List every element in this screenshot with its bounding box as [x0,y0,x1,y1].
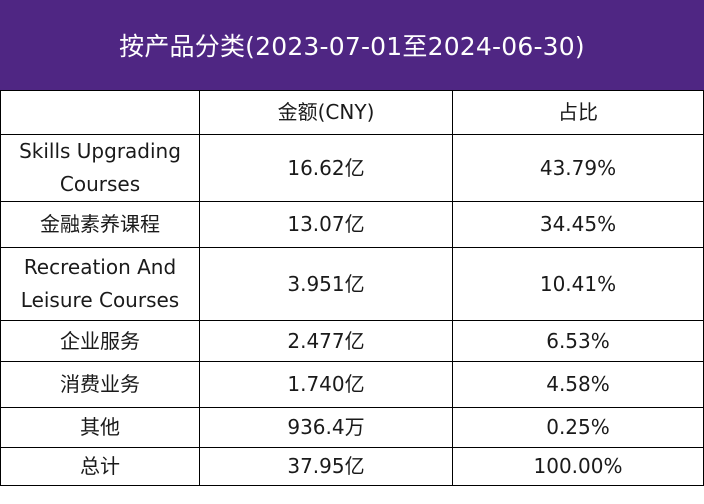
amount-cell: 936.4万 [199,407,453,448]
table-row: Recreation And Leisure Courses 3.951亿 10… [0,247,704,321]
amount-cell: 13.07亿 [199,201,453,248]
category-cell: 其他 [0,407,200,448]
total-amount-cell: 37.95亿 [199,447,453,486]
table-row: 企业服务 2.477亿 6.53% [0,320,704,362]
category-cell: 消费业务 [0,361,200,408]
header-cell-share: 占比 [452,90,704,135]
table-row: 其他 936.4万 0.25% [0,407,704,448]
share-cell: 43.79% [452,134,704,202]
header-row: 金额(CNY) 占比 [0,90,704,135]
share-cell: 0.25% [452,407,704,448]
amount-cell: 3.951亿 [199,247,453,321]
total-row: 总计 37.95亿 100.00% [0,447,704,486]
share-cell: 34.45% [452,201,704,248]
table-row: Skills Upgrading Courses 16.62亿 43.79% [0,134,704,202]
category-cell: Recreation And Leisure Courses [0,247,200,321]
table-row: 消费业务 1.740亿 4.58% [0,361,704,408]
share-cell: 6.53% [452,320,704,362]
total-share-cell: 100.00% [452,447,704,486]
table-title: 按产品分类(2023-07-01至2024-06-30) [0,0,704,90]
header-cell-amount: 金额(CNY) [199,90,453,135]
amount-cell: 1.740亿 [199,361,453,408]
amount-cell: 16.62亿 [199,134,453,202]
category-cell: 金融素养课程 [0,201,200,248]
table-row: 金融素养课程 13.07亿 34.45% [0,201,704,248]
amount-cell: 2.477亿 [199,320,453,362]
data-table: 金额(CNY) 占比 Skills Upgrading Courses 16.6… [0,90,704,486]
share-cell: 10.41% [452,247,704,321]
category-cell: 企业服务 [0,320,200,362]
share-cell: 4.58% [452,361,704,408]
total-label-cell: 总计 [0,447,200,486]
header-cell-category [0,90,200,135]
category-cell: Skills Upgrading Courses [0,134,200,202]
